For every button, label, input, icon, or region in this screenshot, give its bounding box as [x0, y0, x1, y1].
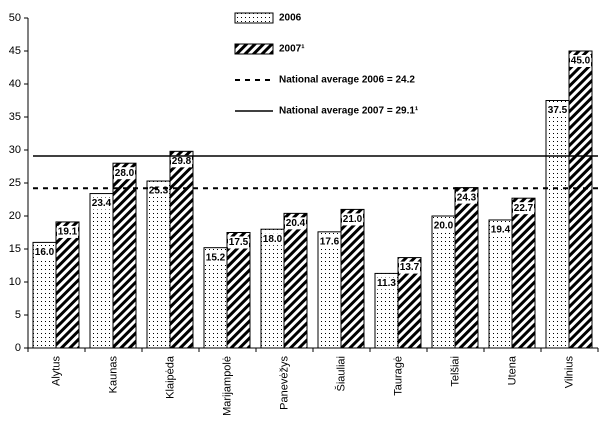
y-tick-label: 40	[9, 78, 21, 90]
bar	[112, 162, 137, 349]
value-label: 15.2	[206, 252, 226, 263]
value-label: 16.0	[35, 247, 55, 258]
bar	[317, 231, 342, 349]
value-label: 29.8	[172, 156, 192, 167]
x-tick-label: Panevėžys	[278, 356, 290, 410]
bar	[146, 180, 171, 349]
x-tick-label: Marijampolė	[221, 356, 233, 416]
value-label: 37.5	[548, 105, 568, 116]
value-label-bg	[433, 220, 454, 232]
value-label-bg	[285, 217, 306, 230]
value-label: 21.0	[343, 214, 363, 225]
value-label: 45.0	[571, 56, 591, 67]
value-label: 28.0	[115, 168, 135, 179]
x-tick-label: Vilnius	[563, 356, 575, 389]
y-tick-label: 10	[9, 276, 21, 288]
x-tick-label: Alytus	[50, 356, 62, 386]
x-tick-label: Kaunas	[107, 356, 119, 394]
bar	[283, 212, 308, 349]
value-label-bg	[114, 167, 135, 180]
bar	[431, 215, 456, 349]
legend-swatch	[234, 43, 274, 55]
value-label-bg	[34, 246, 55, 259]
x-tick-label: Klaipėda	[164, 355, 176, 399]
y-tick-label: 45	[9, 45, 21, 57]
bar	[260, 228, 285, 349]
bar	[397, 257, 422, 349]
bar	[511, 197, 536, 349]
value-label: 11.3	[377, 278, 396, 289]
y-tick-label: 5	[15, 309, 21, 321]
x-tick-label: Telšiai	[449, 356, 461, 387]
value-label-bg	[57, 225, 78, 238]
bar	[568, 50, 593, 349]
value-label-bg	[91, 197, 112, 210]
y-tick-label: 0	[15, 342, 21, 354]
x-tick-label: Tauragė	[392, 356, 404, 396]
value-label-bg	[262, 233, 283, 246]
value-label: 17.5	[229, 237, 249, 248]
value-label: 13.7	[400, 262, 420, 273]
bar	[454, 187, 479, 349]
bar	[340, 208, 365, 349]
value-label: 20.0	[434, 221, 454, 232]
legend-label: National average 2007 = 29.1¹	[279, 106, 419, 117]
value-label-bg	[490, 223, 511, 236]
value-label: 25.3	[149, 186, 169, 197]
value-label: 18.0	[263, 234, 283, 245]
value-label-bg	[570, 55, 591, 67]
bar	[169, 150, 194, 349]
y-tick-label: 35	[9, 111, 21, 123]
value-label-bg	[513, 202, 534, 215]
value-label: 23.4	[92, 198, 112, 209]
legend-label: 2007¹	[279, 44, 305, 55]
y-tick-label: 15	[9, 243, 21, 255]
value-label-bg	[376, 277, 397, 290]
value-label-bg	[228, 236, 249, 249]
value-label-bg	[319, 235, 340, 248]
y-tick-label: 30	[9, 144, 21, 156]
legend-label: National average 2006 = 24.2	[279, 75, 415, 86]
legend-swatch	[234, 12, 274, 24]
y-tick-label: 20	[9, 210, 21, 222]
value-label-bg	[171, 155, 192, 168]
value-label: 19.1	[58, 227, 78, 238]
value-label: 24.3	[457, 192, 477, 203]
value-label: 22.7	[514, 203, 534, 214]
value-label-bg	[547, 104, 568, 117]
y-tick-label: 50	[9, 12, 21, 24]
value-label: 17.6	[320, 236, 340, 247]
value-label: 19.4	[491, 225, 511, 236]
value-label-bg	[342, 213, 363, 226]
y-tick-label: 25	[9, 177, 21, 189]
value-label-bg	[456, 191, 477, 204]
bar	[55, 221, 80, 349]
bar	[226, 232, 251, 349]
legend-label: 2006	[279, 13, 302, 24]
value-label-bg	[205, 251, 226, 264]
value-label-bg	[399, 261, 420, 274]
value-label: 20.4	[286, 218, 306, 229]
x-tick-label: Utena	[506, 355, 518, 385]
x-tick-label: Šiauliai	[334, 356, 347, 391]
bar	[488, 219, 513, 349]
bar	[89, 193, 114, 349]
bar	[545, 100, 570, 349]
